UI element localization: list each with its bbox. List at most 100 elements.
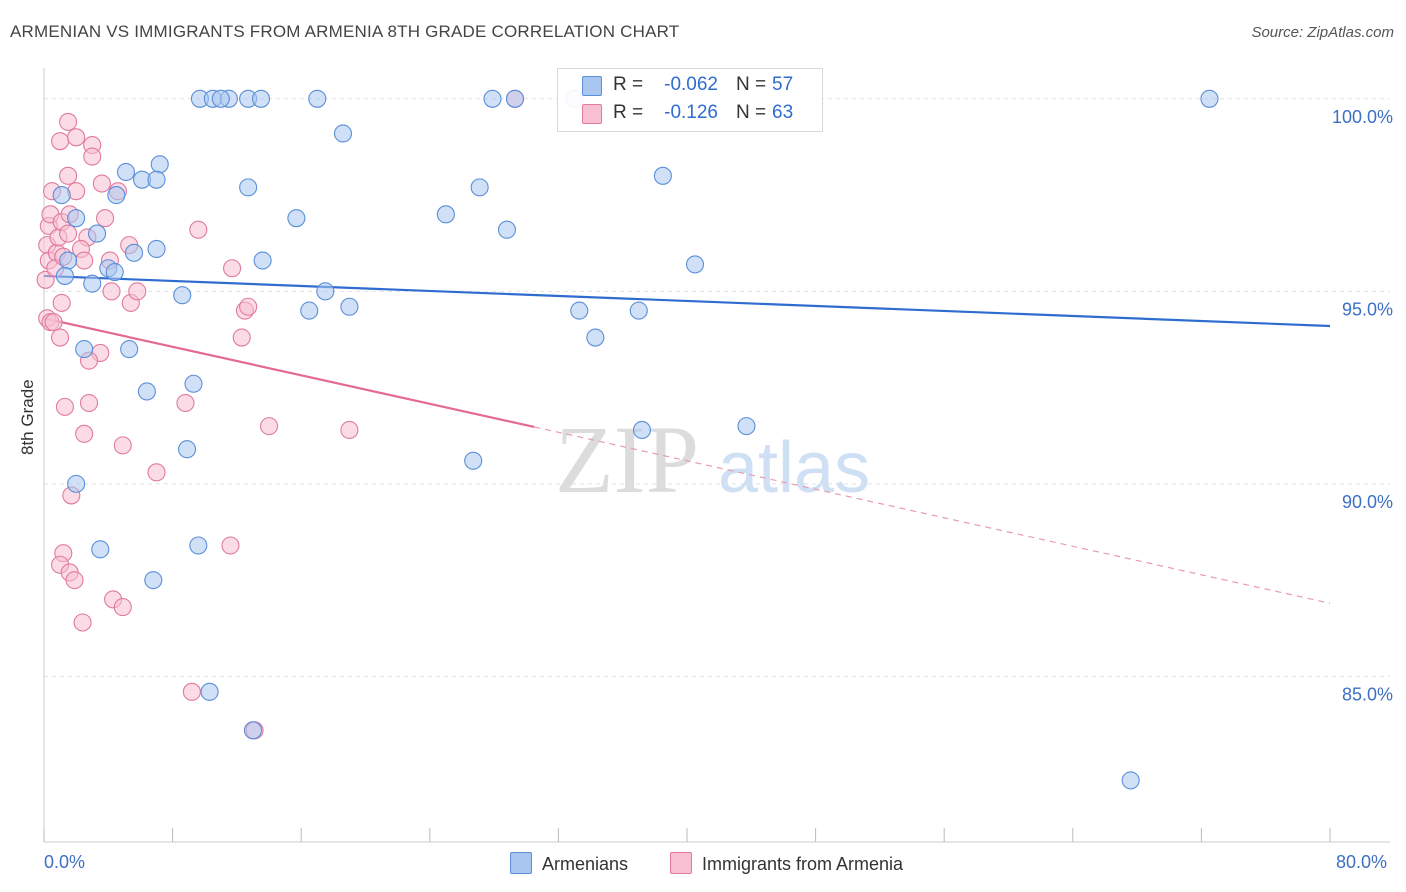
y-tick-label: 100.0% bbox=[1332, 107, 1393, 127]
immigrants-legend-swatch bbox=[670, 852, 692, 874]
immigrants-point bbox=[59, 166, 78, 185]
immigrants-swatch bbox=[582, 104, 602, 124]
immigrants-point bbox=[83, 147, 102, 166]
armenians-point bbox=[83, 274, 102, 293]
legend-label: Armenians bbox=[542, 854, 629, 874]
immigrants-point bbox=[65, 571, 84, 590]
armenians-point bbox=[1121, 771, 1140, 790]
armenians-point bbox=[483, 89, 502, 108]
immigrants-point bbox=[75, 424, 94, 443]
r-label: R = bbox=[613, 102, 644, 123]
armenians-point bbox=[147, 170, 166, 189]
armenians-point bbox=[59, 251, 78, 270]
immigrants-point bbox=[92, 174, 111, 193]
watermark-atlas: atlas bbox=[718, 428, 870, 508]
immigrants-point bbox=[52, 293, 71, 312]
armenians-point bbox=[737, 417, 756, 436]
armenians-point bbox=[333, 124, 353, 143]
source-label: Source: ZipAtlas.com bbox=[1251, 24, 1394, 41]
armenians-point bbox=[200, 682, 219, 701]
armenians-point bbox=[144, 571, 163, 590]
armenians-point bbox=[105, 263, 124, 282]
immigrants-point bbox=[51, 328, 70, 347]
armenians-point bbox=[308, 89, 327, 108]
watermark: ZIP atlas bbox=[555, 406, 870, 513]
trend-line bbox=[43, 274, 1331, 328]
armenians-point bbox=[470, 178, 489, 197]
immigrants-point bbox=[79, 393, 99, 413]
y-tick-label: 90.0% bbox=[1342, 492, 1393, 512]
armenians-point bbox=[253, 251, 272, 270]
immigrants-point bbox=[36, 270, 55, 289]
immigrants-point bbox=[59, 224, 78, 243]
r-label: R = bbox=[613, 74, 644, 95]
trend-line-extension bbox=[534, 426, 1331, 604]
n-value: 57 bbox=[772, 74, 794, 95]
x-tick-label-max: 80.0% bbox=[1336, 852, 1388, 872]
y-tick-label: 85.0% bbox=[1342, 684, 1393, 704]
armenians-point bbox=[184, 374, 203, 393]
armenians-point bbox=[120, 340, 139, 359]
armenians-point bbox=[75, 340, 94, 359]
legend-label: Immigrants from Armenia bbox=[702, 854, 904, 874]
immigrants-point bbox=[102, 282, 121, 301]
n-label: N = bbox=[736, 102, 767, 123]
immigrants-point bbox=[239, 297, 258, 316]
armenians-point bbox=[91, 540, 110, 559]
immigrants-point bbox=[75, 251, 94, 270]
immigrants-point bbox=[232, 328, 251, 347]
legend-item-armenians[interactable]: Armenians bbox=[510, 852, 628, 876]
immigrants-point bbox=[44, 313, 63, 332]
immigrants-point bbox=[147, 463, 166, 482]
armenians-point bbox=[340, 297, 359, 316]
armenians-point bbox=[316, 282, 335, 301]
immigrants-point bbox=[182, 682, 201, 701]
immigrants-point bbox=[113, 436, 132, 455]
immigrants-point bbox=[189, 220, 208, 239]
immigrants-point bbox=[176, 393, 195, 413]
watermark-zip: ZIP bbox=[555, 406, 699, 513]
x-tick-label-min: 0.0% bbox=[44, 852, 86, 872]
armenians-point bbox=[464, 451, 483, 470]
immigrants-point bbox=[223, 259, 242, 278]
immigrants-point bbox=[55, 397, 74, 416]
armenians-point bbox=[251, 89, 271, 108]
armenians-point bbox=[55, 266, 74, 285]
data-points bbox=[36, 89, 1219, 790]
armenians-legend-swatch bbox=[510, 852, 532, 874]
armenians-point bbox=[653, 166, 672, 185]
r-value: -0.126 bbox=[664, 102, 718, 123]
y-tick-label: 95.0% bbox=[1342, 299, 1393, 319]
armenians-point bbox=[300, 301, 319, 320]
immigrants-point bbox=[67, 128, 86, 147]
legend-item-immigrants[interactable]: Immigrants from Armenia bbox=[670, 852, 903, 876]
trend-line bbox=[43, 317, 535, 429]
armenians-point bbox=[505, 89, 525, 108]
chart-title: ARMENIAN VS IMMIGRANTS FROM ARMENIA 8TH … bbox=[10, 22, 680, 41]
y-tick-labels: 85.0% 90.0% 95.0% 100.0% bbox=[1332, 107, 1393, 705]
armenians-point bbox=[116, 162, 136, 182]
armenians-point bbox=[189, 536, 208, 555]
n-value: 63 bbox=[772, 102, 794, 123]
armenians-point bbox=[150, 155, 169, 174]
armenians-point bbox=[239, 178, 258, 197]
axes bbox=[43, 68, 1390, 843]
immigrants-point bbox=[221, 536, 240, 555]
armenians-point bbox=[52, 186, 71, 205]
armenians-point bbox=[147, 239, 166, 259]
armenians-point bbox=[67, 474, 86, 493]
armenians-point bbox=[570, 301, 589, 320]
immigrants-point bbox=[96, 209, 115, 228]
armenians-point bbox=[107, 186, 126, 205]
armenians-swatch bbox=[582, 76, 602, 96]
armenians-point bbox=[1200, 89, 1219, 108]
immigrants-point bbox=[59, 112, 78, 131]
armenians-point bbox=[137, 382, 156, 401]
trend-lines bbox=[43, 274, 1331, 604]
n-label: N = bbox=[736, 74, 767, 95]
armenians-point bbox=[178, 440, 197, 459]
armenians-point bbox=[632, 420, 652, 440]
armenians-point bbox=[586, 328, 605, 347]
immigrants-point bbox=[51, 132, 70, 151]
